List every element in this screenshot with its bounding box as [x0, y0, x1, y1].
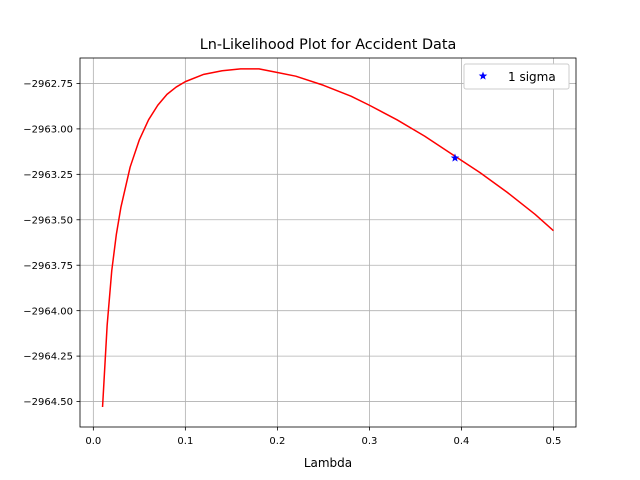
- x-tick-label: 0.3: [361, 436, 377, 447]
- plot-area: [101, 68, 554, 408]
- legend-box: [463, 63, 570, 90]
- one-sigma-point: [450, 153, 460, 162]
- y-tick-label: −2963.50: [23, 215, 73, 226]
- y-tick-label: −2964.00: [23, 306, 73, 317]
- x-tick-label: 0.2: [269, 436, 285, 447]
- legend: 1 sigma: [463, 63, 570, 90]
- x-axis-label: Lambda: [304, 456, 352, 470]
- x-tick-label: 0.4: [453, 436, 469, 447]
- y-tick-label: −2964.50: [23, 397, 73, 408]
- y-tick-label: −2963.75: [23, 261, 73, 272]
- y-tick-label: −2964.25: [23, 352, 73, 363]
- likelihood-curve: [101, 68, 554, 408]
- y-tick-label: −2963.00: [23, 124, 73, 135]
- x-tick-label: 0.0: [85, 436, 101, 447]
- y-tick-label: −2962.75: [23, 79, 73, 90]
- x-axis: 0.0 0.1 0.2 0.3 0.4 0.5: [85, 427, 561, 447]
- grid: [80, 58, 576, 427]
- chart-title: Ln-Likelihood Plot for Accident Data: [200, 37, 457, 53]
- x-tick-label: 0.5: [546, 436, 562, 447]
- legend-star-marker-icon: [478, 71, 488, 80]
- legend-label: 1 sigma: [508, 70, 556, 84]
- y-tick-label: −2963.25: [23, 170, 73, 181]
- x-tick-label: 0.1: [177, 436, 193, 447]
- y-axis: −2964.50 −2964.25 −2964.00 −2963.75 −2963.50…: [23, 79, 80, 408]
- axes-frame: [79, 57, 577, 428]
